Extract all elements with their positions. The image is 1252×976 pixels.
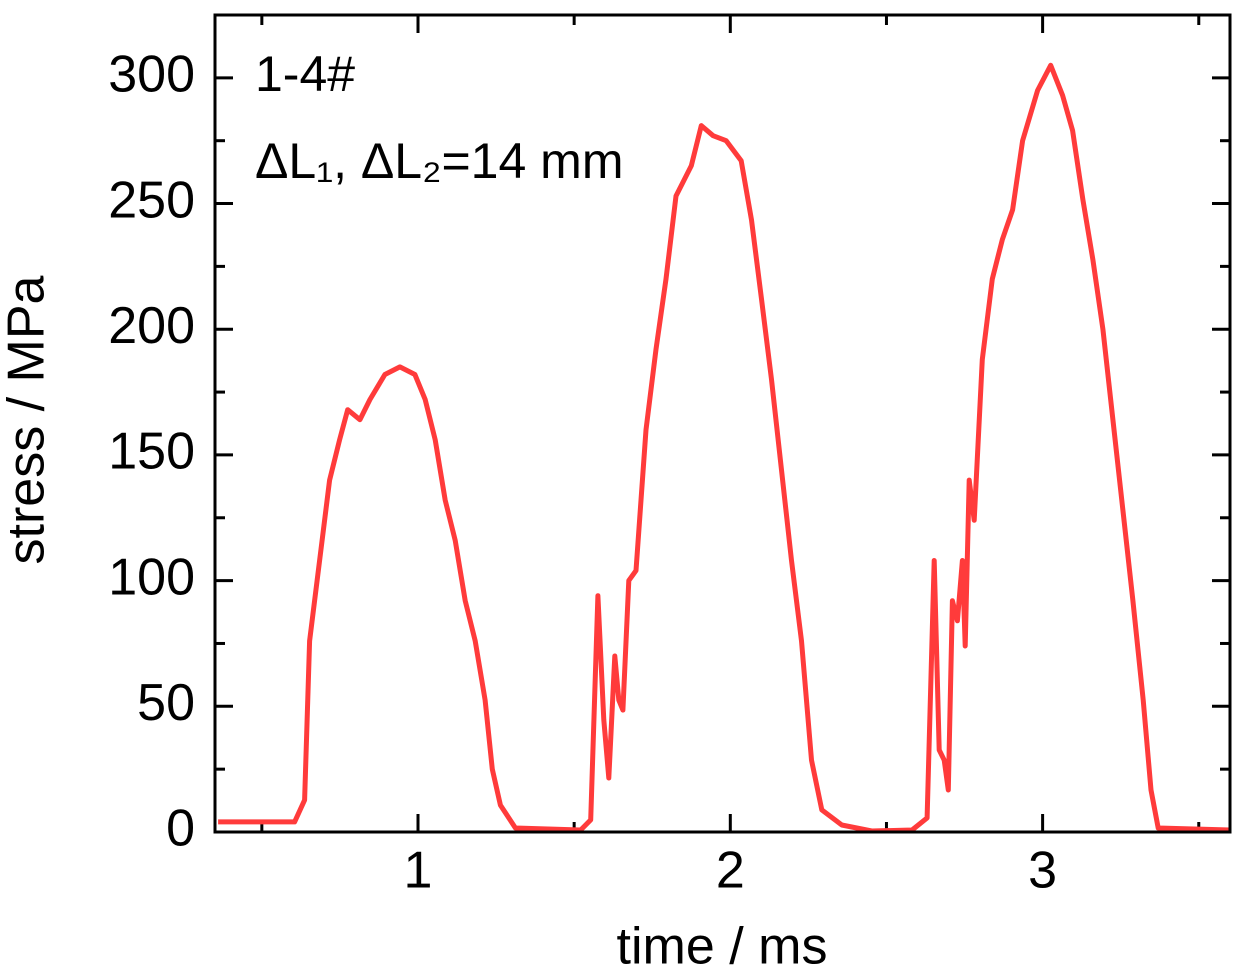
x-tick-label: 3 xyxy=(1028,842,1057,900)
y-axis-label: stress / MPa xyxy=(0,275,56,564)
y-tick-label: 150 xyxy=(108,423,195,481)
data-line xyxy=(218,62,1231,834)
annotation: 1-4# xyxy=(255,46,355,102)
y-tick-label: 50 xyxy=(137,674,195,732)
plot-frame xyxy=(213,13,1232,834)
x-axis-label: time / ms xyxy=(617,918,828,976)
y-tick-label: 0 xyxy=(166,800,195,858)
y-tick-label: 100 xyxy=(108,548,195,606)
y-tick-label: 300 xyxy=(108,46,195,104)
y-tick-label: 250 xyxy=(108,171,195,229)
annotation: ΔL₁, ΔL₂=14 mm xyxy=(255,133,623,189)
x-tick-label: 2 xyxy=(716,842,745,900)
y-tick-label: 200 xyxy=(108,297,195,355)
x-tick-label: 1 xyxy=(404,842,433,900)
